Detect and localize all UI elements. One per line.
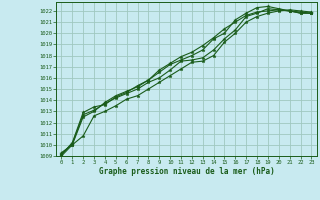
- X-axis label: Graphe pression niveau de la mer (hPa): Graphe pression niveau de la mer (hPa): [99, 167, 274, 176]
